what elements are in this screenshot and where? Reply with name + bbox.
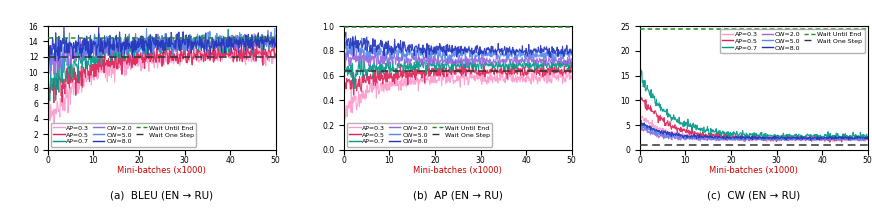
- Legend: AP=0.3, AP=0.5, AP=0.7, CW=2.0, CW=5.0, CW=8.0, Wait Until End, Wait One Step: AP=0.3, AP=0.5, AP=0.7, CW=2.0, CW=5.0, …: [51, 123, 196, 147]
- Legend: AP=0.3, AP=0.5, AP=0.7, CW=2.0, CW=5.0, CW=8.0, Wait Until End, Wait One Step: AP=0.3, AP=0.5, AP=0.7, CW=2.0, CW=5.0, …: [347, 123, 492, 147]
- Title: (b)  AP (EN → RU): (b) AP (EN → RU): [412, 190, 503, 200]
- X-axis label: Mini-batches (x1000): Mini-batches (x1000): [709, 166, 798, 175]
- Title: (c)  CW (EN → RU): (c) CW (EN → RU): [707, 190, 800, 200]
- X-axis label: Mini-batches (x1000): Mini-batches (x1000): [413, 166, 502, 175]
- X-axis label: Mini-batches (x1000): Mini-batches (x1000): [118, 166, 207, 175]
- Title: (a)  BLEU (EN → RU): (a) BLEU (EN → RU): [110, 190, 214, 200]
- Legend: AP=0.3, AP=0.5, AP=0.7, CW=2.0, CW=5.0, CW=8.0, Wait Until End, Wait One Step: AP=0.3, AP=0.5, AP=0.7, CW=2.0, CW=5.0, …: [719, 29, 864, 53]
